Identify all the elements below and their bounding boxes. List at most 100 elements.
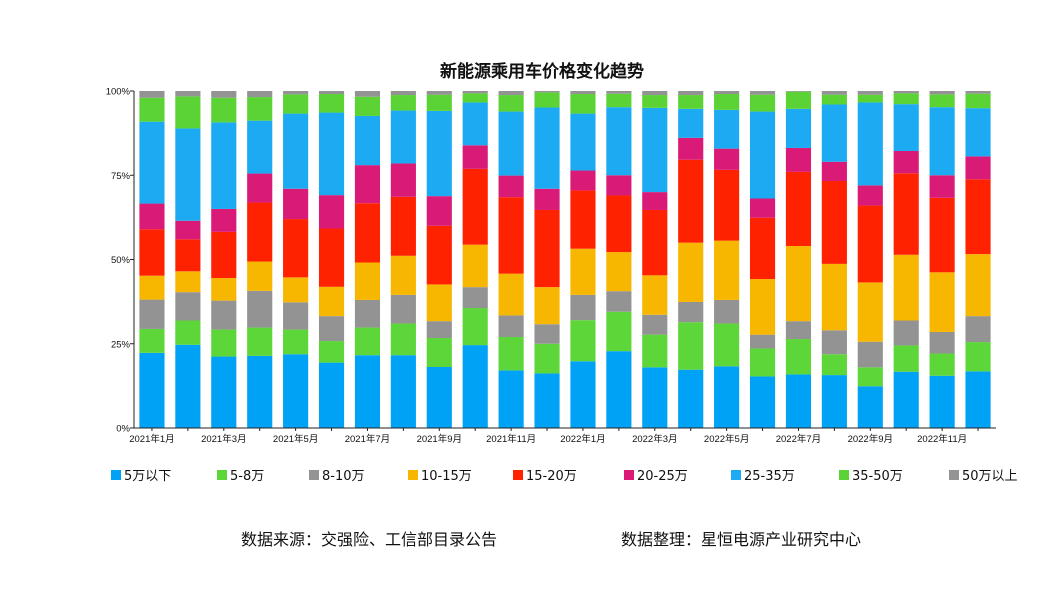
x-tick-label: 2021年7月 — [345, 433, 390, 445]
bar-segment-5-10 — [462, 168, 488, 245]
bar-segment-9-20 — [821, 91, 847, 95]
bar-segment-8-5 — [283, 94, 309, 114]
bar-segment-2-3 — [211, 329, 237, 357]
bar-segment-9-1 — [139, 91, 165, 98]
x-tick-label: 2022年5月 — [704, 433, 749, 445]
bar-segment-9-8 — [390, 91, 416, 96]
bar-segment-4-8 — [390, 255, 416, 295]
x-tick-label: 2021年3月 — [201, 433, 246, 445]
bar-segment-9-16 — [678, 91, 704, 96]
bar-segment-5-13 — [570, 190, 596, 249]
bar-segment-6-2 — [175, 220, 201, 240]
bar-segment-7-4 — [247, 120, 273, 174]
bar-segment-5-15 — [642, 209, 668, 276]
bar-segment-3-7 — [354, 299, 381, 328]
x-tick-label: 2022年9月 — [848, 433, 893, 445]
x-tick-label: 2021年1月 — [129, 433, 174, 445]
bar-segment-9-22 — [893, 91, 919, 94]
bar-segment-6-21 — [857, 185, 883, 206]
y-tick-label: 25% — [111, 339, 131, 350]
bar-segment-3-8 — [390, 294, 416, 324]
bar-segment-1-2 — [175, 344, 201, 428]
bar-segment-2-1 — [139, 328, 165, 353]
legend-swatch-6 — [624, 470, 634, 480]
bar-segment-3-5 — [283, 302, 309, 330]
bar-segment-3-12 — [534, 324, 560, 344]
chart-title: 新能源乘用车价格变化趋势 — [440, 61, 644, 82]
legend-swatch-5 — [513, 470, 523, 480]
bar-segment-9-17 — [714, 91, 740, 95]
bar-segment-8-20 — [821, 94, 847, 105]
bar-segment-6-18 — [749, 198, 776, 218]
bar-segment-9-5 — [283, 91, 309, 95]
bar-segment-4-2 — [175, 271, 201, 293]
legend-label-9: 50万以上 — [962, 469, 1018, 484]
bar-segment-6-16 — [678, 137, 704, 160]
bar-segment-1-6 — [318, 362, 345, 428]
bar-segment-3-13 — [570, 294, 596, 321]
bar-segment-9-23 — [929, 91, 955, 95]
bar-segment-7-10 — [462, 102, 488, 146]
bar-segment-4-5 — [283, 277, 309, 303]
bar-segment-2-19 — [785, 339, 812, 375]
footer-source: 数据来源：交强险、工信部目录公告 — [241, 530, 497, 549]
y-tick-label: 50% — [111, 255, 131, 266]
bar-segment-3-20 — [821, 330, 847, 355]
bar-segment-2-20 — [821, 354, 847, 376]
bar-segment-7-16 — [678, 108, 704, 138]
bar-segment-1-8 — [390, 355, 416, 428]
bar-segment-7-1 — [139, 121, 165, 204]
bar-segment-9-14 — [606, 91, 632, 94]
bar-segment-4-24 — [965, 254, 991, 317]
bar-segment-1-19 — [785, 374, 812, 428]
bar-segment-5-2 — [175, 239, 201, 272]
bar-segment-1-18 — [749, 376, 776, 428]
bar-segment-4-13 — [570, 248, 596, 295]
bar-segment-1-5 — [283, 354, 309, 428]
bar-segment-7-9 — [426, 110, 452, 197]
bar-segment-6-10 — [462, 145, 488, 169]
bar-segment-5-20 — [821, 180, 847, 264]
bar-segment-5-12 — [534, 209, 560, 288]
x-tick-label: 2021年11月 — [486, 433, 536, 445]
bar-segment-5-3 — [211, 231, 237, 279]
bar-segment-9-2 — [175, 91, 201, 97]
bar-segment-8-12 — [534, 92, 560, 108]
bar-segment-4-16 — [678, 242, 704, 302]
bar-segment-2-6 — [318, 341, 345, 363]
bar-segment-2-12 — [534, 343, 560, 374]
bar-segment-7-13 — [570, 113, 596, 171]
x-tick-label: 2021年5月 — [273, 433, 318, 445]
bar-segment-9-15 — [642, 91, 668, 96]
bar-segment-8-11 — [498, 95, 524, 112]
bar-segment-8-17 — [714, 94, 740, 110]
legend-label-3: 8-10万 — [322, 469, 365, 484]
bar-segment-1-22 — [893, 371, 919, 428]
bar-segment-2-13 — [570, 320, 596, 362]
bar-segment-4-11 — [498, 273, 524, 316]
bar-segment-2-2 — [175, 320, 201, 345]
bar-segment-3-9 — [426, 321, 452, 339]
x-tick-label: 2021年9月 — [417, 433, 462, 445]
bar-segment-9-19 — [785, 91, 812, 92]
bar-segment-6-7 — [354, 165, 381, 204]
bar-segment-4-15 — [642, 275, 668, 315]
bar-segment-4-10 — [462, 244, 488, 288]
bar-segment-7-15 — [642, 107, 668, 193]
bar-segment-6-19 — [785, 147, 812, 172]
bar-segment-1-24 — [965, 371, 991, 428]
bar-segment-5-8 — [390, 196, 416, 256]
bar-segment-5-4 — [247, 202, 273, 262]
bar-segment-1-3 — [211, 356, 237, 428]
legend-label-5: 15-20万 — [526, 469, 577, 484]
bar-segment-8-10 — [462, 93, 488, 103]
bar-segment-1-10 — [462, 345, 488, 428]
bar-segment-5-7 — [354, 203, 381, 263]
bar-segment-1-14 — [606, 351, 632, 428]
x-tick-label: 2022年3月 — [632, 433, 677, 445]
bar-segment-5-18 — [749, 217, 776, 280]
bar-segment-4-22 — [893, 254, 919, 321]
bar-segment-2-5 — [283, 329, 309, 355]
bar-segment-2-14 — [606, 311, 632, 352]
bar-segment-8-21 — [857, 94, 883, 103]
